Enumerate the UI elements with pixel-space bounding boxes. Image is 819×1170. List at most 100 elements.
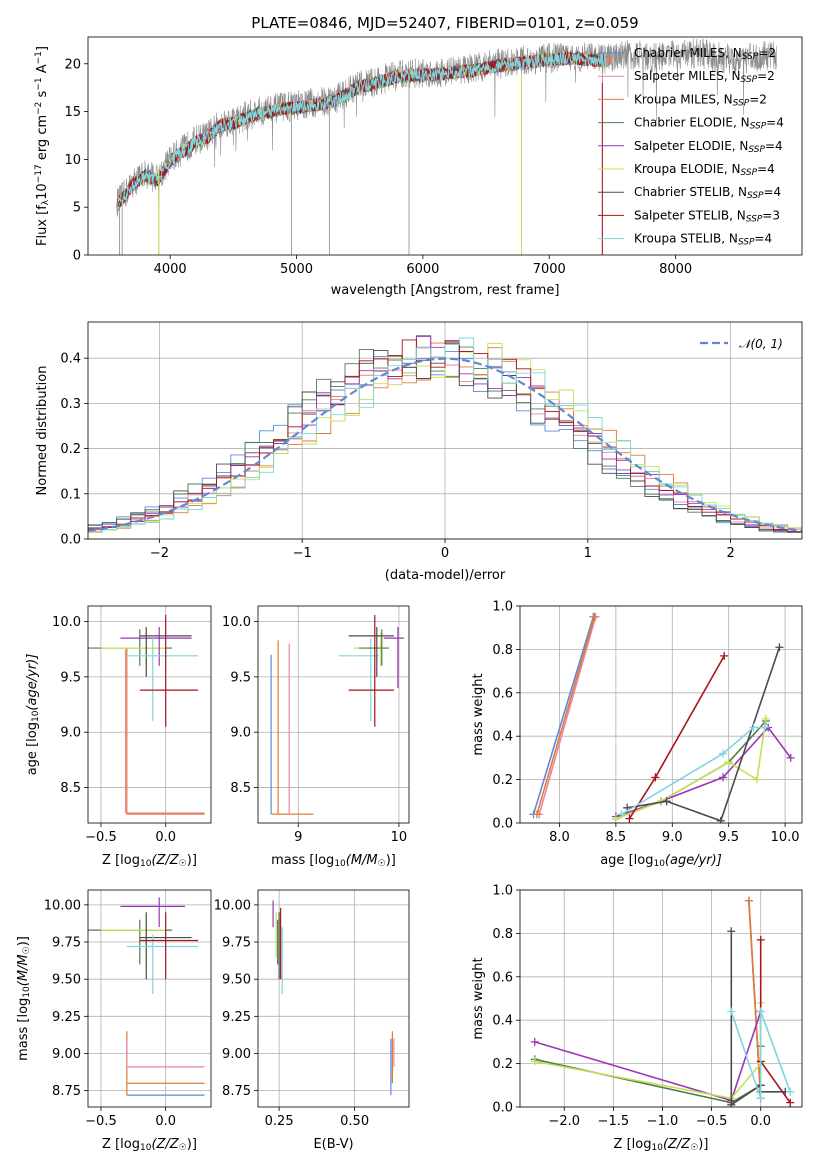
residual-y-label: Normed distribution (35, 366, 50, 496)
cross-salpeter-miles (124, 649, 205, 814)
cross-salpeter-stelib (139, 912, 199, 980)
series-point (761, 714, 770, 723)
y-tick-label: 0.8 (492, 643, 513, 658)
legend-text: Salpeter MILES, N (634, 69, 741, 83)
x-tick-label: 9 (294, 830, 302, 845)
extinction-plot: 0.25 0.50 8.75 9.00 9.25 9.50 9.75 10.00 E(B-V) (214, 889, 410, 1152)
series-chabrier-stelib (623, 643, 784, 823)
legend-sub: SSP (746, 215, 763, 225)
x-tick-label: −2 (150, 546, 169, 561)
cross-salpeter-stelib (348, 614, 394, 727)
legend-sub: SSP (741, 168, 758, 178)
x-label-sub: 10 (651, 1143, 663, 1153)
legend-sub: SSP (733, 99, 750, 109)
series-point (651, 773, 660, 782)
legend-sub: SSP (742, 52, 759, 62)
legend-text: Chabrier MILES, N (634, 46, 742, 60)
y-tick-label: 8.5 (230, 781, 251, 796)
series-line (536, 616, 596, 815)
cross-kroupa-stelib (338, 638, 379, 722)
y-tick-label: 5 (73, 201, 81, 216)
plot-frame (519, 889, 803, 1108)
x-tick-label: −1 (293, 546, 312, 561)
cross-kroupa-stelib (126, 638, 199, 722)
series-point (720, 651, 729, 660)
y-label-text: (M/M (16, 954, 31, 986)
x-tick-label: 0.50 (340, 1114, 369, 1129)
series-line (627, 646, 781, 822)
x-label-sub: 10 (334, 859, 346, 869)
y-label-sup: −17 (34, 164, 44, 183)
x-label-text: )] (187, 853, 197, 868)
legend-entry: Kroupa MILES, NSSP=2 (634, 92, 767, 108)
x-label-text: (Z/Z (151, 853, 179, 868)
legend-entry: Chabrier STELIB, NSSP=4 (634, 185, 781, 201)
series-kroupa-stelib (727, 1007, 795, 1103)
x-label-text: age [log (600, 853, 653, 868)
series-point (786, 1098, 795, 1107)
y-tick-label: 8.75 (52, 1084, 81, 1099)
x-label-text: mass [log (271, 853, 334, 868)
y-tick-label: 0.2 (492, 1057, 513, 1072)
x-tick-label: 9.0 (662, 830, 683, 845)
cross-salpeter-elodie (120, 627, 192, 666)
cross-salpeter-elodie (120, 897, 186, 928)
y-label-sup: −1 (34, 51, 44, 64)
residual-x-label: (data-model)/error (385, 568, 506, 583)
observed-spectrum (116, 38, 777, 217)
y-tick-label: 0.2 (492, 773, 513, 788)
y-tick-label: 0.0 (60, 533, 81, 548)
y-tick-label: 1.0 (492, 600, 513, 615)
legend-entry: Kroupa ELODIE, NSSP=4 (634, 162, 775, 178)
x-label-text: (Z/Z (663, 1137, 691, 1152)
error-crosses (272, 900, 395, 1096)
cross-kroupa-stelib (126, 934, 199, 995)
y-tick-label: 0.0 (492, 1101, 513, 1116)
x-tick-label: −0.5 (85, 1114, 117, 1129)
error-crosses (88, 614, 205, 815)
series-point (786, 753, 795, 762)
series-point (530, 1057, 539, 1066)
cross-kroupa-miles (126, 648, 205, 815)
y-tick-label: 10.0 (52, 615, 81, 630)
legend-entry: 𝒩(0, 1) (739, 337, 783, 351)
y-tick-label: 1.0 (492, 884, 513, 899)
y-tick-label: 9.75 (52, 936, 81, 951)
y-tick-label: 0 (73, 249, 81, 264)
y-tick-label: 9.5 (60, 670, 81, 685)
x-label-text: Z [log (102, 1137, 140, 1152)
legend-text: =2 (757, 69, 775, 83)
cross-chabrier-stelib (348, 627, 394, 677)
series-line (730, 1011, 791, 1099)
series-salpeter-stelib (756, 935, 795, 1107)
legend-sub: SSP (748, 145, 765, 155)
series-kroupa-miles (532, 612, 599, 819)
x-axis-label: age [log10(age/yr)] (600, 853, 722, 869)
y-tick-label: 10.00 (44, 898, 81, 913)
series-point (749, 723, 758, 732)
y-tick-label: 9.5 (230, 670, 251, 685)
series-kroupa-elodie (611, 714, 770, 823)
y-label-text: (age/yr)] (25, 654, 40, 711)
plot-frame (257, 889, 410, 1108)
x-label-text: (M/M (346, 853, 378, 868)
cross-salpeter-miles (126, 1038, 205, 1068)
y-label-text: A (35, 64, 50, 77)
x-label-sub: 10 (140, 859, 152, 869)
legend-text: =2 (758, 46, 776, 60)
residual-histogram: −2 −1 0 1 2 0.0 0.1 0.2 0.3 0.4 (data-model)/error… (35, 321, 803, 583)
y-tick-label: 10.0 (222, 615, 251, 630)
y-tick-label: 20 (64, 57, 81, 72)
spectrum-title: PLATE=0846, MJD=52407, FIBERID=0101, z=0… (251, 14, 638, 32)
series-point (617, 810, 626, 819)
legend-sub: SSP (750, 122, 767, 132)
x-tick-label: 4000 (154, 262, 187, 277)
series-point (719, 749, 728, 758)
y-tick-label: 9.25 (52, 1010, 81, 1025)
series-point (760, 723, 769, 732)
legend-text: =4 (754, 232, 772, 246)
y-label-text: ] (35, 46, 50, 51)
